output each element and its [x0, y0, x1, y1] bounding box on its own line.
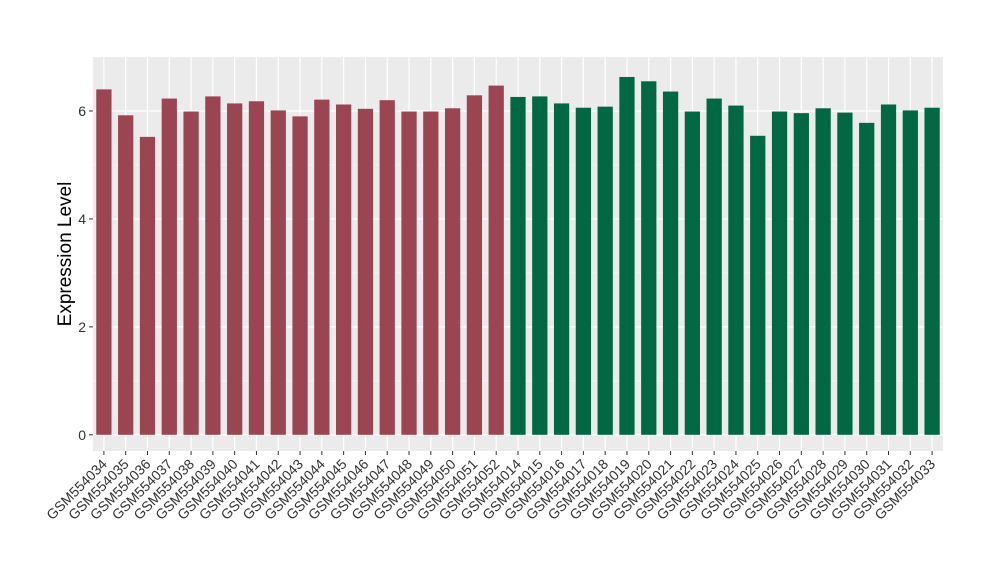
- bar-GSM554036: [139, 136, 156, 435]
- bar-GSM554026: [771, 111, 788, 435]
- y-tick-label: 4: [78, 211, 86, 227]
- bar-GSM554046: [357, 108, 374, 435]
- bar-GSM554040: [227, 103, 243, 435]
- y-tick-label: 2: [78, 319, 86, 335]
- bar-GSM554037: [161, 98, 177, 435]
- y-axis-label: Expression Level: [55, 182, 76, 327]
- bar-GSM554018: [597, 106, 613, 435]
- bar-GSM554035: [118, 115, 134, 435]
- bar-GSM554030: [859, 122, 875, 435]
- y-tick-label: 0: [78, 427, 86, 443]
- bar-GSM554052: [488, 85, 504, 435]
- bar-GSM554049: [423, 111, 439, 435]
- bar-GSM554039: [205, 96, 221, 435]
- bar-GSM554025: [750, 135, 766, 435]
- bar-GSM554022: [684, 111, 700, 435]
- bar-GSM554027: [793, 113, 809, 435]
- bar-GSM554043: [292, 116, 308, 435]
- bar-GSM554014: [510, 96, 526, 435]
- bar-GSM554051: [466, 95, 483, 435]
- bar-GSM554019: [619, 76, 635, 435]
- bar-GSM554016: [553, 103, 570, 435]
- bar-GSM554050: [444, 108, 461, 435]
- bar-GSM554028: [815, 108, 831, 435]
- bar-GSM554038: [183, 111, 199, 435]
- bar-GSM554021: [662, 91, 679, 435]
- bar-GSM554020: [641, 81, 657, 435]
- y-tick-label: 6: [78, 103, 86, 119]
- bar-GSM554032: [902, 110, 918, 435]
- bar-GSM554033: [924, 107, 940, 435]
- bar-GSM554047: [379, 100, 395, 435]
- x-axis: GSM554034GSM554035GSM554036GSM554037GSM5…: [43, 451, 938, 523]
- y-axis: 0 2 4 6: [78, 103, 93, 443]
- bar-GSM554024: [728, 105, 744, 435]
- bar-GSM554042: [270, 110, 286, 435]
- bar-GSM554041: [248, 101, 265, 435]
- bar-GSM554044: [314, 99, 330, 435]
- bar-GSM554034: [96, 89, 112, 435]
- bar-GSM554031: [880, 104, 897, 435]
- bar-GSM554048: [401, 111, 417, 435]
- bars: [96, 76, 940, 435]
- bar-GSM554017: [575, 107, 592, 435]
- bar-GSM554015: [532, 96, 548, 435]
- bar-GSM554045: [336, 104, 352, 435]
- bar-GSM554023: [706, 98, 722, 435]
- bar-GSM554029: [837, 112, 853, 435]
